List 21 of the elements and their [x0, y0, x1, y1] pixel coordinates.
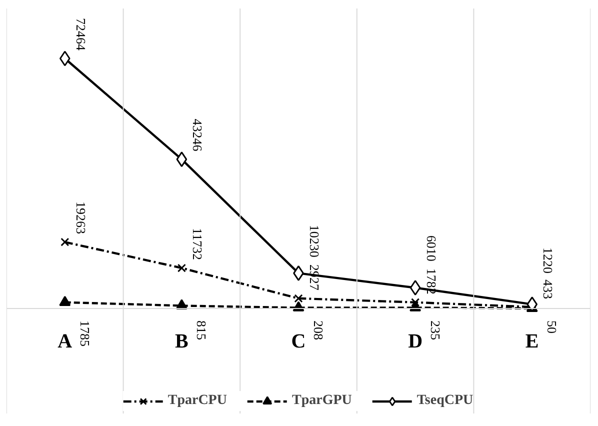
- data-label: 6010: [424, 235, 439, 262]
- data-label: 72464: [73, 18, 88, 51]
- legend-label: TparGPU: [292, 393, 352, 409]
- data-label: 433: [540, 280, 556, 300]
- data-label: 1220: [540, 248, 556, 274]
- data-label: 11732: [190, 228, 206, 260]
- data-label: 235: [428, 320, 443, 340]
- data-label: 43246: [190, 118, 206, 152]
- x-tick-label: B: [175, 330, 188, 352]
- x-tick-label: E: [525, 330, 539, 352]
- data-label: 19263: [73, 202, 88, 234]
- x-tick-label: A: [58, 330, 73, 352]
- data-label: 50: [544, 320, 560, 334]
- data-label: 208: [311, 320, 326, 340]
- data-label: 10230: [307, 224, 322, 258]
- legend-label: TparCPU: [168, 393, 227, 409]
- data-label: 815: [194, 320, 210, 340]
- legend-label: TseqCPU: [416, 393, 474, 409]
- data-label: 1785: [77, 320, 92, 346]
- x-tick-label: C: [291, 330, 306, 352]
- x-tick-label: D: [408, 330, 423, 352]
